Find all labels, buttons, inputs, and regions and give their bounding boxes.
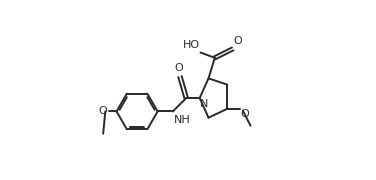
Text: HO: HO (182, 40, 200, 50)
Text: NH: NH (174, 115, 191, 125)
Text: O: O (99, 106, 108, 116)
Text: O: O (233, 36, 242, 46)
Text: O: O (241, 109, 249, 119)
Text: N: N (200, 99, 209, 109)
Text: O: O (175, 63, 183, 73)
